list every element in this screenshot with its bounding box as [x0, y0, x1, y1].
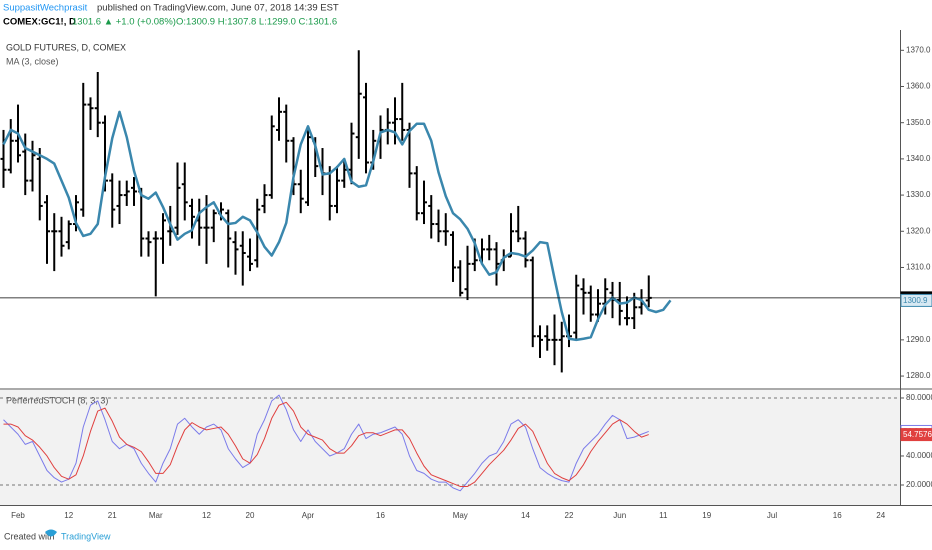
footer: Created with TradingView	[4, 529, 111, 541]
ma-line	[2, 110, 672, 342]
y-tick-label: 1310.0	[906, 263, 931, 272]
axis-value-box	[900, 428, 932, 442]
y-tick-label: 1360.0	[906, 82, 931, 91]
stoch-line	[3, 394, 649, 492]
change: 1301.6 ▲ +1.0 (+0.08%)	[72, 17, 176, 28]
x-tick-label: 16	[376, 511, 385, 520]
x-tick-label: 12	[64, 511, 73, 520]
x-tick-label: 11	[659, 511, 668, 520]
x-tick-label: Feb	[11, 511, 25, 520]
x-tick-label: 16	[833, 511, 842, 520]
x-tick-label: 22	[565, 511, 574, 520]
x-tick-label: May	[453, 511, 468, 520]
x-tick-label: 14	[521, 511, 530, 520]
axis-value-label: 54.7576	[903, 430, 932, 439]
y-tick-label: 1330.0	[906, 190, 931, 199]
x-tick-label: Jun	[613, 511, 626, 520]
x-tick-label: Apr	[302, 511, 315, 520]
axis-value-label: 1300.9	[903, 296, 928, 305]
footer-created: Created with	[4, 531, 55, 541]
chart-title: GOLD FUTURES, D, COMEX	[6, 42, 126, 52]
y-tick-label: 1370.0	[906, 45, 931, 54]
stoch-title: PerferredSTOCH (8, 3, 3)	[6, 395, 108, 405]
published: published on TradingView.com, June 07, 2…	[97, 3, 339, 14]
x-tick-label: 20	[246, 511, 255, 520]
y-tick-label: 1290.0	[906, 335, 931, 344]
y-tick-label: 40.0000	[906, 451, 932, 460]
x-tick-label: Mar	[149, 511, 163, 520]
axis-value-box	[900, 293, 932, 307]
x-tick-label: 12	[202, 511, 211, 520]
footer-brand[interactable]: TradingView	[61, 531, 111, 541]
ohlc-values: O:1300.9 H:1307.8 L:1299.0 C:1301.6	[176, 17, 337, 28]
stoch-line	[3, 401, 649, 487]
x-tick-label: 19	[702, 511, 711, 520]
y-tick-label: 1320.0	[906, 226, 931, 235]
y-tick-label: 1280.0	[906, 371, 931, 380]
x-tick-label: 24	[876, 511, 885, 520]
symbol: COMEX:GC1!, D	[3, 17, 76, 28]
author[interactable]: SuppasitWechprasit	[3, 3, 88, 14]
y-tick-label: 20.0000	[906, 480, 932, 489]
y-tick-label: 1340.0	[906, 154, 931, 163]
x-tick-label: 21	[108, 511, 117, 520]
y-tick-label: 80.0000	[906, 393, 932, 402]
y-tick-label: 1350.0	[906, 118, 931, 127]
x-tick-label: Jul	[767, 511, 777, 520]
legend-entry: MA (3, close)	[6, 56, 59, 66]
brand-icon	[45, 529, 57, 537]
